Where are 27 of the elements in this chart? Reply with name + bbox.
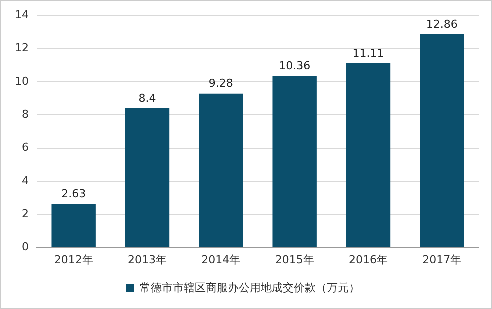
x-tick-label: 2014年 — [202, 253, 241, 266]
legend-label: 常德市市辖区商服办公用地成交价款（万元） — [140, 281, 360, 294]
x-tick-label: 2013年 — [128, 253, 167, 266]
data-label: 11.11 — [352, 46, 384, 60]
y-tick-label: 2 — [22, 207, 29, 220]
x-tick-label: 2012年 — [54, 253, 94, 266]
y-tick-label: 8 — [22, 108, 29, 121]
bar — [125, 108, 170, 248]
y-tick-label: 4 — [22, 174, 29, 188]
bar — [420, 34, 464, 248]
data-label: 9.28 — [208, 77, 234, 90]
y-tick-label: 6 — [22, 141, 29, 154]
bar — [272, 76, 317, 248]
y-tick-label: 10 — [14, 74, 29, 88]
y-tick-label: 0 — [22, 240, 29, 254]
data-label: 8.4 — [138, 92, 156, 105]
bar — [52, 204, 96, 248]
data-label: 2.63 — [62, 188, 86, 201]
x-tick-label: 2017年 — [422, 253, 462, 266]
bar — [199, 94, 244, 248]
x-tick-label: 2016年 — [349, 253, 388, 266]
y-tick-label: 14 — [14, 8, 29, 22]
y-tick-label: 12 — [14, 42, 29, 55]
x-tick-label: 2015年 — [275, 253, 314, 266]
data-label: 12.86 — [426, 18, 458, 31]
data-label: 10.36 — [279, 59, 311, 72]
bar — [346, 64, 391, 248]
